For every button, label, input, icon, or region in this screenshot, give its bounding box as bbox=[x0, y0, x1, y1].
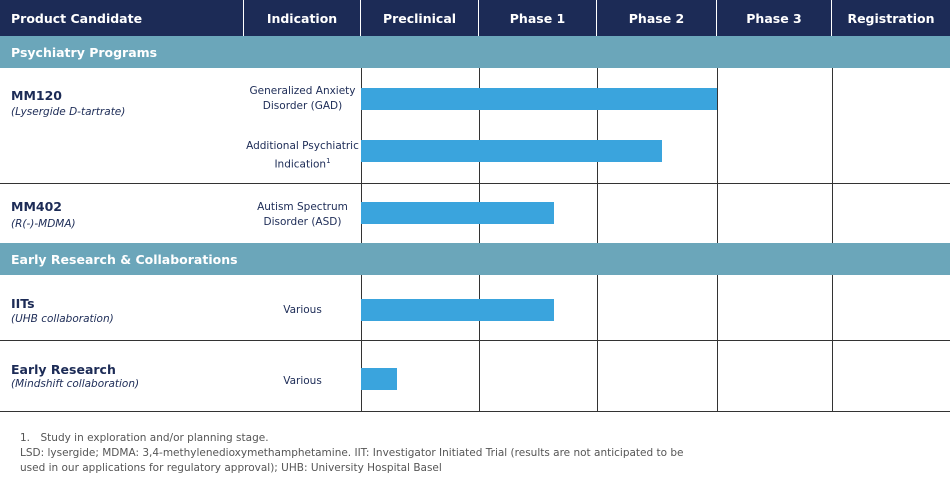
program-name: Early Research bbox=[11, 362, 116, 377]
progress-bar bbox=[361, 88, 717, 110]
progress-bar bbox=[361, 140, 662, 162]
indication-line: Disorder (GAD) bbox=[262, 100, 343, 112]
header-cell: Phase 1 bbox=[479, 0, 597, 36]
program-name: MM402 bbox=[11, 199, 62, 214]
program-subtitle: (R(-)-MDMA) bbox=[11, 218, 76, 230]
header-cell: Phase 2 bbox=[597, 0, 717, 36]
grid-line bbox=[597, 68, 598, 412]
footnote: 1. Study in exploration and/or planning … bbox=[20, 432, 269, 444]
progress-bar bbox=[361, 299, 554, 321]
indication-line: Various bbox=[283, 375, 322, 387]
row-line bbox=[0, 340, 950, 341]
indication: Generalized Anxiety Disorder (GAD) bbox=[244, 84, 361, 114]
footnote: used in our applications for regulatory … bbox=[20, 462, 442, 474]
indication: Additional Psychiatric Indication1 bbox=[244, 139, 361, 173]
grid-line bbox=[832, 68, 833, 412]
indication-line: Autism Spectrum bbox=[257, 201, 348, 213]
indication: Various bbox=[244, 374, 361, 389]
program-subtitle: (UHB collaboration) bbox=[11, 313, 114, 325]
indication-line: Indication bbox=[274, 158, 327, 171]
header-cell: Product Candidate bbox=[0, 0, 244, 36]
indication-line: Generalized Anxiety bbox=[249, 85, 356, 97]
indication-line: Disorder (ASD) bbox=[263, 216, 342, 228]
progress-bar bbox=[361, 368, 397, 390]
row-line bbox=[0, 411, 950, 412]
grid-line bbox=[361, 68, 362, 412]
section-title: Early Research & Collaborations bbox=[0, 243, 950, 275]
section-title: Psychiatry Programs bbox=[0, 36, 950, 68]
grid-line bbox=[717, 68, 718, 412]
indication: Autism Spectrum Disorder (ASD) bbox=[244, 200, 361, 230]
indication-line: Additional Psychiatric bbox=[246, 140, 359, 152]
indication-line: Various bbox=[283, 304, 322, 316]
header-cell: Registration bbox=[832, 0, 950, 36]
program-subtitle: (Lysergide D-tartrate) bbox=[11, 106, 126, 118]
grid-line bbox=[479, 68, 480, 412]
header-cell: Phase 3 bbox=[717, 0, 832, 36]
footnote: LSD: lysergide; MDMA: 3,4-methylenedioxy… bbox=[20, 447, 684, 459]
program-subtitle: (Mindshift collaboration) bbox=[11, 378, 140, 390]
progress-bar bbox=[361, 202, 554, 224]
program-name: MM120 bbox=[11, 88, 62, 103]
header-cell: Preclinical bbox=[361, 0, 479, 36]
footnote-mark: 1 bbox=[326, 157, 331, 165]
header-cell: Indication bbox=[244, 0, 361, 36]
row-line bbox=[0, 183, 950, 184]
program-name: IITs bbox=[11, 296, 35, 311]
indication: Various bbox=[244, 303, 361, 318]
